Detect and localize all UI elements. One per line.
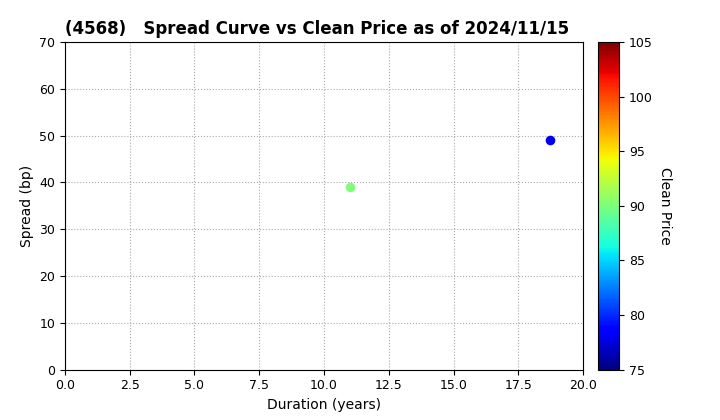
Y-axis label: Clean Price: Clean Price [658,167,672,245]
Point [344,184,356,190]
Y-axis label: Spread (bp): Spread (bp) [19,165,34,247]
Point [544,137,555,144]
X-axis label: Duration (years): Duration (years) [267,398,381,412]
Text: (4568)   Spread Curve vs Clean Price as of 2024/11/15: (4568) Spread Curve vs Clean Price as of… [65,20,569,38]
